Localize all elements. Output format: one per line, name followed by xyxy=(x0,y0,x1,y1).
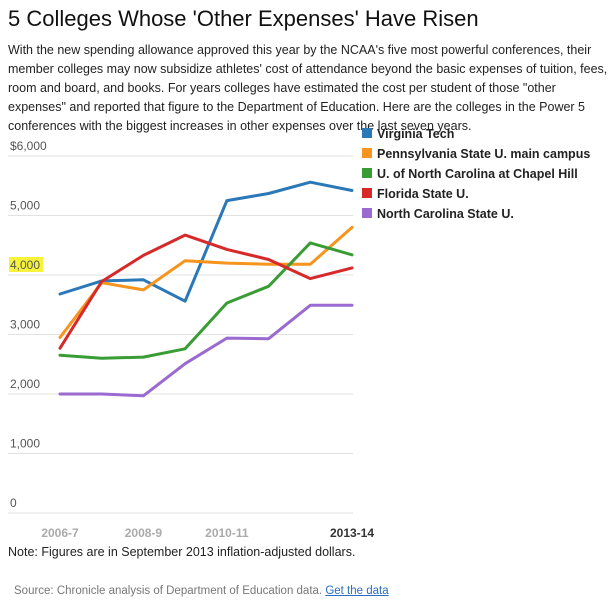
x-tick-label: 2006-7 xyxy=(41,526,79,540)
x-axis-ticks: 2006-7 2008-9 2010-11 2013-14 xyxy=(41,526,374,540)
legend: Virginia Tech Pennsylvania State U. main … xyxy=(362,127,590,221)
chart-note: Note: Figures are in September 2013 infl… xyxy=(8,545,356,559)
legend-label: Pennsylvania State U. main campus xyxy=(377,147,590,161)
legend-swatch xyxy=(362,208,372,218)
y-tick-label: 1,000 xyxy=(10,437,40,451)
x-tick-label: 2010-11 xyxy=(205,526,249,540)
legend-swatch xyxy=(362,128,372,138)
y-tick-label: 2,000 xyxy=(10,377,40,391)
legend-swatch xyxy=(362,168,372,178)
legend-label: Florida State U. xyxy=(377,187,469,201)
legend-label: Virginia Tech xyxy=(377,127,454,141)
get-the-data-link[interactable]: Get the data xyxy=(325,585,389,597)
legend-label: U. of North Carolina at Chapel Hill xyxy=(377,167,578,181)
series-line xyxy=(58,241,354,360)
y-tick-label: $6,000 xyxy=(10,139,47,153)
y-tick-highlight xyxy=(9,257,43,272)
y-tick-label: 0 xyxy=(10,496,17,510)
chart-title: 5 Colleges Whose 'Other Expenses' Have R… xyxy=(8,6,479,31)
series-line xyxy=(58,225,354,339)
series-lines xyxy=(58,180,354,398)
legend-swatch xyxy=(362,188,372,198)
series-line xyxy=(58,180,354,303)
series-line xyxy=(58,233,354,350)
x-tick-label: 2013-14 xyxy=(330,526,374,540)
y-tick-label: 5,000 xyxy=(10,199,40,213)
source-text: Source: Chronicle analysis of Department… xyxy=(14,585,323,597)
y-tick-label: 3,000 xyxy=(10,318,40,332)
y-axis-ticks: $6,000 5,000 4,000 3,000 2,000 1,000 0 xyxy=(9,139,47,510)
chart-intro-text: With the new spending allowance approved… xyxy=(8,43,608,133)
gridlines xyxy=(8,155,353,514)
x-tick-label: 2008-9 xyxy=(125,526,163,540)
legend-swatch xyxy=(362,148,372,158)
legend-label: North Carolina State U. xyxy=(377,207,514,221)
y-tick-label: 4,000 xyxy=(10,258,40,272)
source-line: Source: Chronicle analysis of Department… xyxy=(14,585,389,597)
series-line xyxy=(58,303,354,398)
